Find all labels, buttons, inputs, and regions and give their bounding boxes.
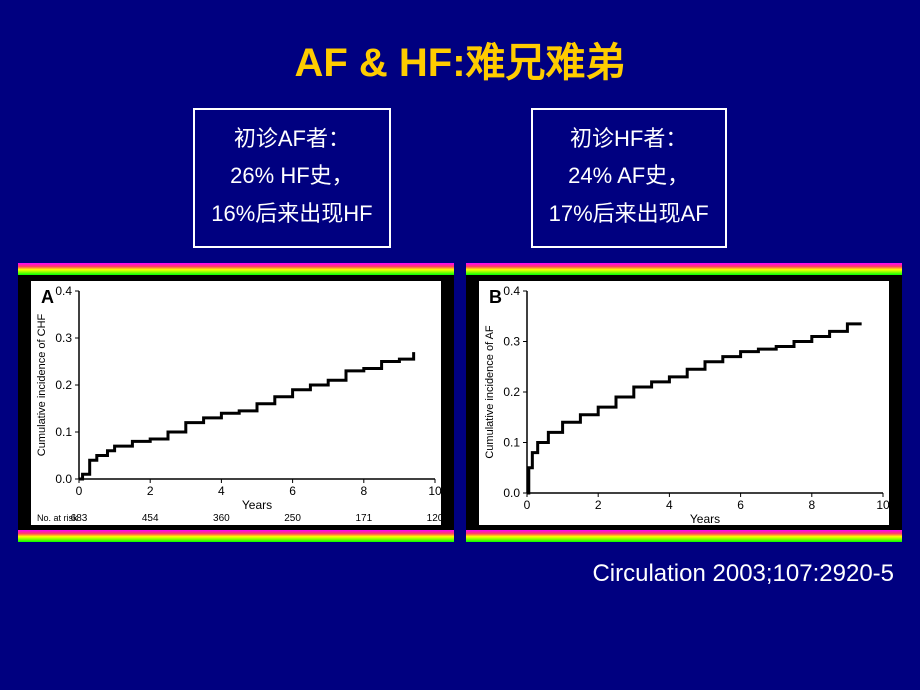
svg-text:0: 0 — [76, 484, 83, 498]
svg-text:6: 6 — [737, 498, 744, 512]
left-line2: 26% HF史， — [211, 157, 372, 194]
svg-text:0.4: 0.4 — [503, 284, 520, 298]
right-panel: B 0.0 0.1 0.2 0.3 0.4 0 2 4 6 8 10 Years Cumulative i… — [466, 263, 902, 542]
right-textbox: 初诊HF者： 24% AF史， 17%后来出现AF — [531, 108, 727, 248]
svg-text:Cumulative incidence of CHF: Cumulative incidence of CHF — [36, 313, 48, 456]
svg-text:0.4: 0.4 — [55, 284, 72, 298]
svg-text:250: 250 — [284, 513, 301, 524]
svg-text:2: 2 — [595, 498, 602, 512]
svg-text:360: 360 — [213, 513, 230, 524]
gradient-bar-bottom — [466, 530, 902, 542]
citation: Circulation 2003;107:2920-5 — [0, 542, 920, 588]
chart-row: A 0.0 0.1 0.2 0.3 0.4 0 2 4 6 8 10 Years Cumulative i… — [0, 263, 920, 542]
svg-text:0.2: 0.2 — [503, 385, 520, 399]
svg-text:0.0: 0.0 — [55, 472, 72, 486]
gradient-bar-bottom — [18, 530, 454, 542]
svg-text:0.1: 0.1 — [55, 425, 72, 439]
svg-text:0.1: 0.1 — [503, 435, 520, 449]
svg-text:Years: Years — [242, 498, 272, 512]
svg-text:4: 4 — [666, 498, 673, 512]
left-textbox: 初诊AF者： 26% HF史， 16%后来出现HF — [193, 108, 390, 248]
svg-text:0.3: 0.3 — [503, 334, 520, 348]
svg-text:Years: Years — [690, 512, 720, 525]
svg-text:6: 6 — [289, 484, 296, 498]
page-title: AF & HF:难兄难弟 — [0, 0, 920, 108]
svg-text:0: 0 — [524, 498, 531, 512]
left-panel: A 0.0 0.1 0.2 0.3 0.4 0 2 4 6 8 10 Years Cumulative i… — [18, 263, 454, 542]
right-line3: 17%后来出现AF — [549, 195, 709, 232]
svg-text:120: 120 — [427, 513, 441, 524]
svg-text:B: B — [489, 287, 502, 307]
left-line3: 16%后来出现HF — [211, 195, 372, 232]
text-box-row: 初诊AF者： 26% HF史， 16%后来出现HF 初诊HF者： 24% AF史… — [0, 108, 920, 263]
gradient-bar-top — [466, 263, 902, 275]
svg-text:0.3: 0.3 — [55, 331, 72, 345]
svg-text:8: 8 — [808, 498, 815, 512]
right-line2: 24% AF史， — [549, 157, 709, 194]
chart-b-wrap: B 0.0 0.1 0.2 0.3 0.4 0 2 4 6 8 10 Years Cumulative i… — [466, 275, 902, 530]
gradient-bar-top — [18, 263, 454, 275]
svg-text:454: 454 — [142, 513, 159, 524]
chart-b: B 0.0 0.1 0.2 0.3 0.4 0 2 4 6 8 10 Years Cumulative i… — [479, 281, 889, 525]
svg-text:10: 10 — [876, 498, 889, 512]
svg-text:2: 2 — [147, 484, 154, 498]
left-line1: 初诊AF者： — [211, 120, 372, 157]
chart-a-wrap: A 0.0 0.1 0.2 0.3 0.4 0 2 4 6 8 10 Years Cumulative i… — [18, 275, 454, 530]
svg-text:0.0: 0.0 — [503, 486, 520, 500]
right-line1: 初诊HF者： — [549, 120, 709, 157]
svg-text:0.2: 0.2 — [55, 378, 72, 392]
svg-text:Cumulative incidence of AF: Cumulative incidence of AF — [484, 325, 496, 459]
svg-text:A: A — [41, 287, 54, 307]
chart-a: A 0.0 0.1 0.2 0.3 0.4 0 2 4 6 8 10 Years Cumulative i… — [31, 281, 441, 525]
svg-text:4: 4 — [218, 484, 225, 498]
svg-text:171: 171 — [355, 513, 372, 524]
svg-text:683: 683 — [71, 513, 88, 524]
svg-text:8: 8 — [360, 484, 367, 498]
svg-text:10: 10 — [428, 484, 441, 498]
